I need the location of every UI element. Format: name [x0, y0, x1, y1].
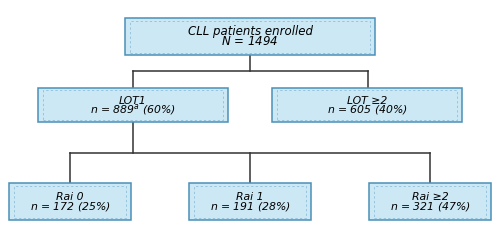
Text: LOT1: LOT1	[118, 96, 146, 105]
Text: $N$ = 1494: $N$ = 1494	[222, 35, 278, 48]
Text: Rai ≥2: Rai ≥2	[412, 192, 449, 202]
Text: $n$ = 191 (28%): $n$ = 191 (28%)	[210, 200, 290, 213]
Text: $n$ = 889$^a$ (60%): $n$ = 889$^a$ (60%)	[90, 102, 176, 117]
Text: $n$ = 321 (47%): $n$ = 321 (47%)	[390, 200, 470, 213]
Text: CLL patients enrolled: CLL patients enrolled	[188, 25, 312, 38]
Text: LOT ≥2: LOT ≥2	[348, 96, 388, 105]
FancyBboxPatch shape	[189, 184, 311, 220]
FancyBboxPatch shape	[125, 18, 375, 55]
Text: Rai 0: Rai 0	[56, 192, 84, 202]
FancyBboxPatch shape	[272, 88, 462, 122]
FancyBboxPatch shape	[9, 184, 131, 220]
FancyBboxPatch shape	[38, 88, 228, 122]
Text: $n$ = 172 (25%): $n$ = 172 (25%)	[30, 200, 110, 213]
FancyBboxPatch shape	[369, 184, 491, 220]
Text: Rai 1: Rai 1	[236, 192, 264, 202]
Text: $n$ = 605 (40%): $n$ = 605 (40%)	[327, 103, 408, 116]
